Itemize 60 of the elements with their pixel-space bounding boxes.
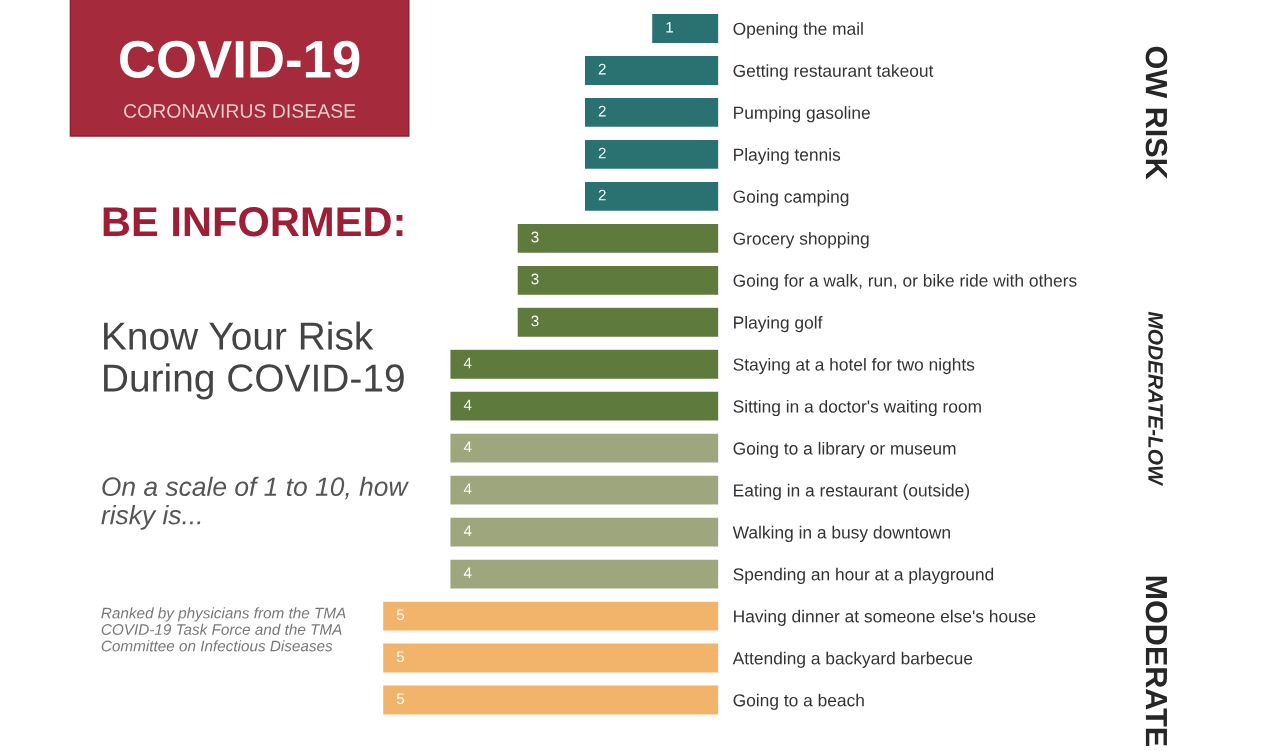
data-label: 3 <box>531 315 539 327</box>
bar <box>650 12 719 45</box>
y-tick-label: Getting restaurant takeout <box>733 64 934 81</box>
y-tick-label: Having dinner at someone else's house <box>734 609 1036 626</box>
bar <box>583 138 719 171</box>
data-label: 2 <box>598 147 606 159</box>
data-label: 5 <box>396 651 405 663</box>
y-tick-label: Playing tennis <box>734 148 841 165</box>
bar <box>449 558 719 590</box>
data-label: 4 <box>463 441 472 453</box>
data-label: 5 <box>396 693 405 705</box>
bar <box>516 264 719 297</box>
y-tick-label: Grocery shopping <box>733 232 869 249</box>
text: OW RISK <box>1145 46 1168 180</box>
y-tick-label: Going to a beach <box>733 693 864 710</box>
y-tick-label: Eating in a restaurant (outside) <box>734 483 969 501</box>
y-tick-label: Opening the mail <box>733 22 863 39</box>
data-label: 4 <box>463 483 472 495</box>
data-label: 3 <box>531 231 539 243</box>
y-tick-label: Playing golf <box>734 315 823 333</box>
data-label: 4 <box>463 567 472 579</box>
y-tick-label: Pumping gasoline <box>734 106 870 123</box>
bar <box>449 516 719 548</box>
bar <box>449 348 719 381</box>
y-tick-label: Going to a library or museum <box>733 441 956 459</box>
bar <box>381 600 719 632</box>
annotation: Know Your Risk During COVID-19 <box>104 321 404 400</box>
text: Ranked by physicians from the TMA COVID-19 Task Force and the TMA Committee on Infectious Diseases <box>101 607 346 652</box>
data-label: 3 <box>531 273 539 285</box>
annotation: On a scale of 1 to 10, how risky is... <box>101 476 409 530</box>
bar <box>583 180 719 213</box>
bar <box>381 642 719 674</box>
text: MODERATE-LOW <box>1148 311 1163 487</box>
bar <box>449 474 719 506</box>
data-label: 5 <box>396 609 405 621</box>
bar <box>449 390 719 423</box>
bar <box>381 684 719 716</box>
y-tick-label: Going camping <box>733 190 849 207</box>
bar <box>583 54 719 87</box>
data-label: 4 <box>463 357 472 369</box>
y-tick-label: Walking in a busy downtown <box>732 525 950 542</box>
chart-title: COVID-19 <box>120 40 360 78</box>
annotation: BE INFORMED: <box>103 206 403 237</box>
bar <box>516 306 719 339</box>
data-label: 2 <box>598 63 606 75</box>
data-label: 2 <box>598 105 606 117</box>
y-tick-label: Attending a backyard barbecue <box>732 651 973 668</box>
bar <box>583 96 719 129</box>
text: MODERATE <box>1145 576 1168 746</box>
bar <box>449 432 719 464</box>
data-label: 4 <box>463 525 472 537</box>
y-tick-label: Sitting in a doctor's waiting room <box>733 399 981 417</box>
y-tick-label: Going for a walk, run, or bike ride with others <box>733 274 1077 291</box>
y-tick-label: Staying at a hotel for two nights <box>733 357 975 375</box>
text: CORONAVIRUS DISEASE <box>124 104 356 118</box>
bar <box>516 222 719 255</box>
data-label: 2 <box>598 189 606 201</box>
data-label: 1 <box>666 21 673 33</box>
data-label: 4 <box>463 399 472 411</box>
y-tick-label: Spending an hour at a playground <box>733 567 994 584</box>
